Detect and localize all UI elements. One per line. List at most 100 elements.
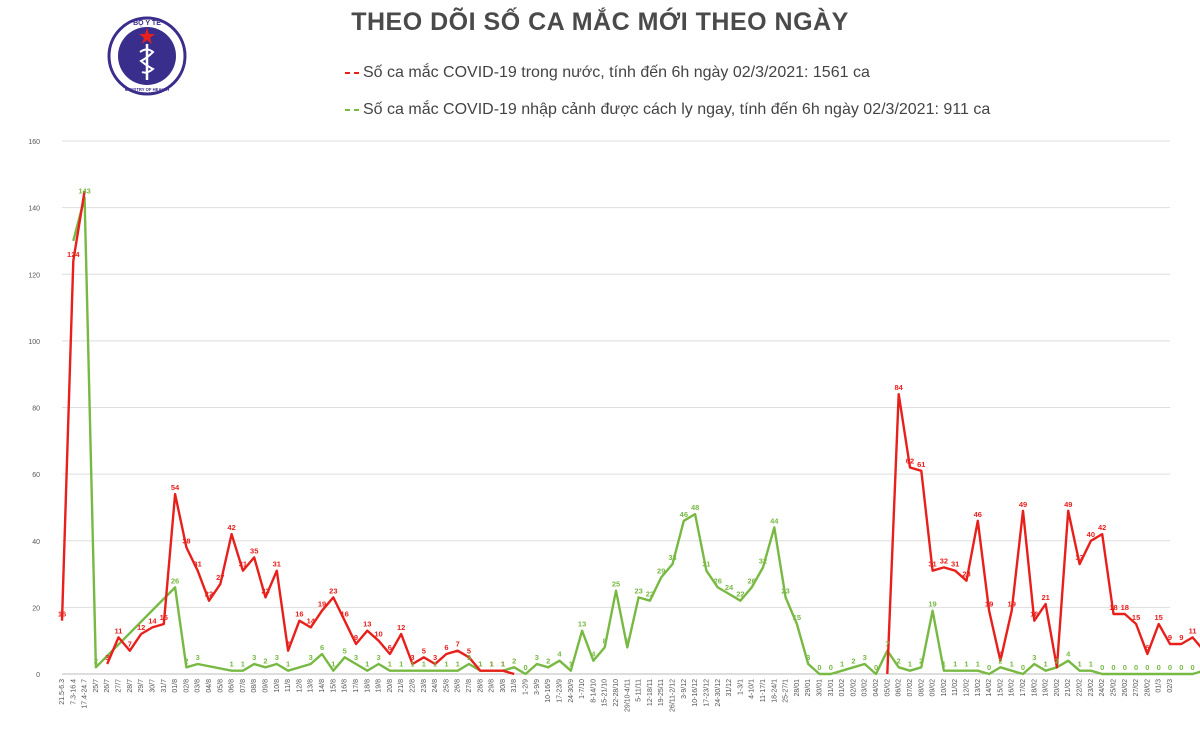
data-label-imported: 0 (1191, 663, 1195, 672)
x-tick-label: 06/8 (229, 679, 236, 693)
data-label-imported: 2 (998, 656, 1002, 665)
x-tick-label: 25/8 (443, 679, 450, 693)
data-label-domestic: 46 (974, 510, 982, 519)
x-tick-label: 17.4-24.7 (82, 679, 89, 709)
x-tick-label: 4-10/1 (749, 679, 756, 699)
data-label-domestic: 31 (951, 560, 959, 569)
data-label-imported: 3 (275, 653, 279, 662)
data-label-imported: 1 (1089, 660, 1093, 669)
data-label-imported: 1 (444, 660, 448, 669)
data-label-imported: 2 (546, 656, 550, 665)
data-label-domestic: 23 (329, 586, 337, 595)
legend-item-domestic: Số ca mắc COVID-19 trong nước, tính đến … (345, 64, 870, 82)
data-label-domestic: 1 (490, 660, 494, 669)
data-label-imported: 2 (263, 656, 267, 665)
data-label-domestic: 13 (363, 620, 371, 629)
data-label-domestic: 3 (105, 653, 109, 662)
data-label-domestic: 42 (1098, 523, 1106, 532)
data-label-imported: 29 (657, 566, 665, 575)
data-label-domestic: 7 (286, 640, 290, 649)
x-tick-label: 19-25/11 (658, 679, 665, 706)
data-label-imported: 33 (668, 553, 676, 562)
x-tick-label: 30/01 (817, 679, 824, 697)
y-tick-label: 40 (32, 539, 40, 546)
x-tick-label: 25/7 (93, 679, 100, 693)
data-label-imported: 26 (748, 576, 756, 585)
data-label-imported: 5 (343, 646, 347, 655)
x-tick-label: 07/02 (907, 679, 914, 697)
data-label-domestic: 35 (250, 546, 258, 555)
x-tick-label: 01/3 (1156, 679, 1163, 693)
data-label-imported: 0 (1168, 663, 1172, 672)
data-label-imported: 1 (1010, 660, 1014, 669)
data-label-domestic: 16 (340, 610, 348, 619)
data-label-domestic: 31 (239, 560, 247, 569)
data-label-domestic: 15 (1155, 613, 1163, 622)
legend-swatch-imported (345, 101, 361, 119)
data-label-domestic: 1 (478, 660, 482, 669)
data-label-imported: 26 (171, 576, 179, 585)
data-label-imported: 13 (578, 620, 586, 629)
x-tick-label: 19/8 (376, 679, 383, 693)
data-label-imported: 0 (1123, 663, 1127, 672)
data-label-domestic: 1 (501, 660, 505, 669)
x-tick-label: 3-9/9 (534, 679, 541, 695)
data-label-domestic: 62 (906, 456, 914, 465)
x-tick-label: 03/02 (862, 679, 869, 697)
data-label-domestic: 42 (227, 523, 235, 532)
data-label-domestic: 31 (194, 560, 202, 569)
data-label-domestic: 15 (1132, 613, 1140, 622)
x-tick-label: 17/8 (353, 679, 360, 693)
data-label-domestic: 28 (962, 570, 970, 579)
data-label-imported: 0 (523, 663, 527, 672)
x-tick-label: 18-24/1 (771, 679, 778, 703)
x-tick-label: 20/02 (1054, 679, 1061, 697)
data-label-imported: 1 (908, 660, 912, 669)
x-tick-label: 31/7 (161, 679, 168, 693)
x-tick-label: 07/8 (240, 679, 247, 693)
data-label-imported: 1 (964, 660, 968, 669)
data-label-domestic: 16 (1030, 610, 1038, 619)
x-tick-label: 04/02 (873, 679, 880, 697)
data-label-imported: 1 (456, 660, 460, 669)
data-label-domestic: 54 (171, 483, 180, 492)
data-label-domestic: 19 (985, 600, 993, 609)
ministry-logo: BỘ Y TẾ MINISTRY OF HEALTH (107, 16, 187, 96)
data-label-imported: 1 (501, 660, 505, 669)
x-tick-label: 8-14/10 (590, 679, 597, 703)
x-tick-label: 05/8 (217, 679, 224, 693)
data-label-imported: 3 (309, 653, 313, 662)
data-label-domestic: 49 (1064, 500, 1072, 509)
data-label-domestic: 18 (1121, 603, 1129, 612)
data-label-imported: 1 (422, 660, 426, 669)
data-label-imported: 3 (376, 653, 380, 662)
data-label-domestic: 3 (433, 653, 437, 662)
x-tick-label: 1-3/1 (737, 679, 744, 695)
series-line-domestic (60, 190, 86, 621)
data-label-domestic: 16 (295, 610, 303, 619)
data-label-imported: 0 (1100, 663, 1104, 672)
data-label-domestic: 7 (128, 640, 132, 649)
data-label-imported: 1 (399, 660, 403, 669)
x-tick-label: 25-27/1 (783, 679, 790, 703)
data-label-imported: 0 (987, 663, 991, 672)
data-label-imported: 0 (874, 663, 878, 672)
data-label-imported: 2 (94, 656, 98, 665)
x-tick-label: 27/8 (466, 679, 473, 693)
data-label-imported: 23 (781, 586, 789, 595)
data-label-imported: 8 (603, 636, 607, 645)
x-tick-label: 21/02 (1065, 679, 1072, 697)
x-tick-label: 30/7 (149, 679, 156, 693)
data-label-imported: 32 (759, 556, 767, 565)
data-label-imported: 0 (1145, 663, 1149, 672)
x-tick-label: 15-21/10 (602, 679, 609, 707)
x-tick-label: 16/8 (342, 679, 349, 693)
data-label-domestic: 4 (998, 650, 1003, 659)
x-tick-label: 31/01 (828, 679, 835, 697)
data-label-domestic: 10 (374, 630, 382, 639)
legend-label-domestic: Số ca mắc COVID-19 trong nước, tính đến … (363, 64, 870, 81)
x-tick-label: 13/02 (975, 679, 982, 697)
data-label-imported: 1 (569, 660, 573, 669)
data-label-domestic: 9 (1168, 633, 1172, 642)
data-label-domestic: 49 (1019, 500, 1027, 509)
